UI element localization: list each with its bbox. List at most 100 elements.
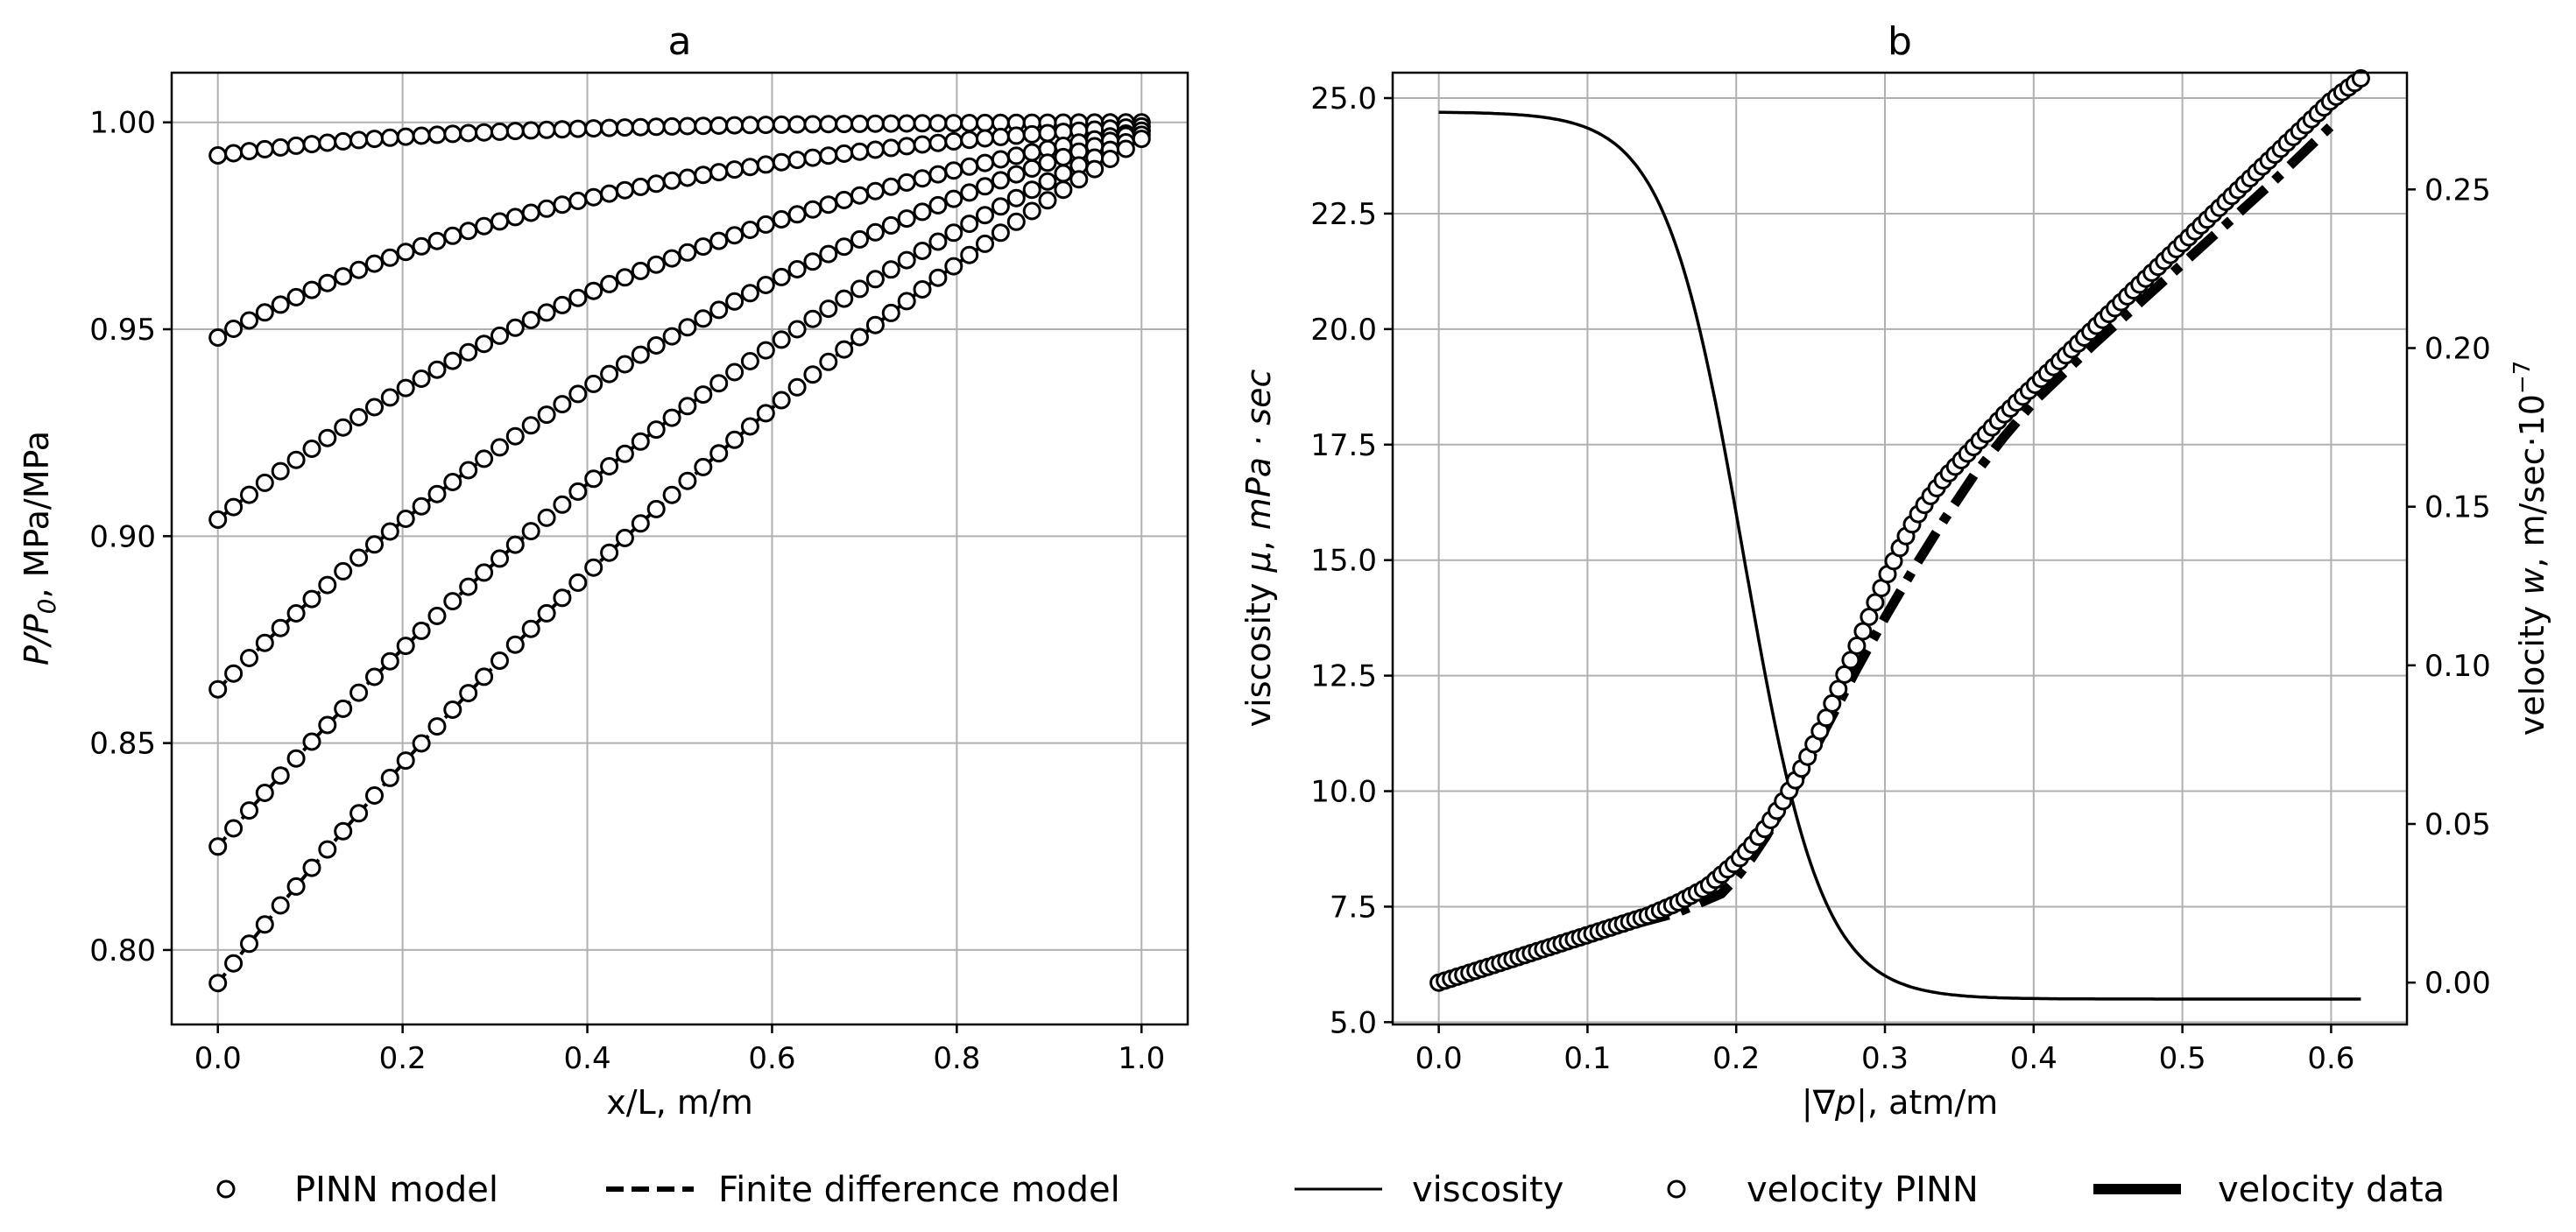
panel-a-pinn-point bbox=[631, 345, 650, 364]
panel-a-pinn-point bbox=[443, 226, 462, 245]
legend-a: PINN model Finite difference model bbox=[216, 1170, 1120, 1210]
panel-a-pinn-point bbox=[537, 508, 556, 527]
panel-a-pinn-point bbox=[553, 295, 572, 314]
panel-a-pinn-point bbox=[694, 237, 713, 257]
panel-a-pinn-point bbox=[584, 187, 603, 207]
panel-a-pinn-point bbox=[271, 766, 290, 785]
panel-a-pinn-point bbox=[881, 215, 900, 235]
panel-a-pinn-point bbox=[803, 365, 822, 384]
panel-a-pinn-point bbox=[521, 311, 540, 329]
panel-a-pinn-point bbox=[553, 395, 572, 414]
panel-a-pinn-point bbox=[412, 621, 431, 640]
panel-a-pinn-point bbox=[553, 120, 572, 139]
panel-a-pinn-point bbox=[709, 231, 729, 250]
panel-a-pinn-point bbox=[427, 125, 447, 144]
panel-a-pinn-point bbox=[568, 384, 588, 404]
panel-a-pinn-point bbox=[224, 954, 243, 973]
panel-a-pinn-point bbox=[662, 327, 681, 346]
panel-a-pinn-point bbox=[240, 801, 258, 820]
panel-a-y-ticks: 0.80 0.85 0.90 0.95 1.00 bbox=[89, 106, 172, 968]
panel-a-pinn-point bbox=[568, 119, 588, 138]
panel-a-pinn-point bbox=[224, 819, 243, 838]
panel-a-pinn-point bbox=[740, 158, 759, 177]
panel-b-left-y-tick-label: 25.0 bbox=[1310, 81, 1377, 116]
panel-a-pinn-point bbox=[960, 245, 979, 264]
panel-a-pinn-point bbox=[208, 837, 228, 856]
panel-a-title: a bbox=[668, 19, 692, 64]
panel-a-pinn-point bbox=[960, 130, 979, 150]
panel-a-pinn-point bbox=[881, 114, 900, 133]
panel-a-pinn-point bbox=[302, 732, 321, 751]
panel-a-pinn-point bbox=[725, 116, 745, 135]
panel-a-pinn-point bbox=[349, 130, 369, 150]
panel-a-pinn-point bbox=[286, 287, 306, 306]
panel-a-pinn-point bbox=[944, 223, 963, 243]
panel-a-y-tick-label: 0.80 bbox=[89, 933, 156, 968]
panel-a-pinn-point bbox=[365, 667, 384, 686]
panel-a-pinn-point bbox=[365, 398, 384, 417]
panel-b-left-y-tick-label: 7.5 bbox=[1330, 890, 1377, 925]
panel-a-pinn-point bbox=[443, 351, 462, 370]
panel-b-curves bbox=[1429, 69, 2370, 1001]
panel-a-pinn-point bbox=[662, 485, 681, 504]
panel-a-pinn-point bbox=[646, 420, 666, 440]
panel-a-pinn-point bbox=[1022, 143, 1041, 162]
panel-a-x-label: x/L, m/m bbox=[606, 1083, 752, 1122]
panel-a-pinn-point bbox=[349, 804, 369, 823]
panel-b-velocity-pinn-point bbox=[2351, 69, 2370, 88]
panel-a-pinn-point bbox=[600, 364, 619, 384]
panel-b-left-y-tick-label: 17.5 bbox=[1310, 428, 1377, 463]
panel-a-pinn-point bbox=[208, 328, 228, 347]
panel-a-pinn-point bbox=[881, 138, 900, 158]
panel-a-y-label-unit: , MPa/MPa bbox=[18, 431, 56, 599]
panel-a-pinn-point bbox=[537, 405, 556, 425]
panel-a: 0.0 0.2 0.4 0.6 0.8 1.0 0.800.850.900.951.00 … bbox=[18, 19, 1189, 1122]
panel-a-pinn-point bbox=[1006, 165, 1026, 184]
panel-a-pinn-point bbox=[615, 180, 634, 200]
legend-pinn-model-marker bbox=[216, 1179, 236, 1199]
panel-a-pinn-point bbox=[928, 232, 948, 251]
panel-a-pinn-point bbox=[521, 121, 540, 140]
panel-a-pinn-point bbox=[240, 142, 258, 161]
panel-a-pinn-point bbox=[819, 244, 838, 264]
panel-a-pinn-point bbox=[521, 203, 540, 222]
panel-b-right-y-tick-label: 0.05 bbox=[2424, 807, 2491, 842]
panel-a-pinn-point bbox=[600, 118, 619, 137]
panel-a-x-tick-label: 1.0 bbox=[1118, 1041, 1165, 1076]
panel-b-right-y-ticks: 0.00 0.05 0.10 0.15 0.20 0.25 bbox=[2407, 172, 2491, 1001]
panel-b-left-y-tick-label: 12.5 bbox=[1310, 659, 1377, 694]
panel-a-pinn-point bbox=[584, 281, 603, 300]
panel-a-pinn-point bbox=[521, 416, 540, 435]
panel-b-right-y-tick-label: 0.15 bbox=[2424, 490, 2491, 525]
panel-a-pinn-point bbox=[490, 212, 509, 231]
panel-a-pinn-point bbox=[694, 309, 713, 328]
panel-a-pinn-point bbox=[631, 117, 650, 137]
panel-a-pinn-point bbox=[928, 165, 948, 184]
panel-a-pinn-point bbox=[678, 471, 697, 490]
panel-a-pinn-point bbox=[412, 734, 431, 753]
panel-a-pinn-point bbox=[787, 205, 807, 224]
panel-a-pinn-point bbox=[913, 135, 932, 154]
panel-a-pinn-point bbox=[334, 418, 353, 437]
panel-a-pinn-point bbox=[865, 270, 885, 289]
panel-b-right-y-tick-label: 0.10 bbox=[2424, 649, 2491, 684]
panel-a-pinn-point bbox=[349, 260, 369, 279]
panel-a-pinn-point bbox=[835, 340, 854, 359]
panel-a-pinn-point bbox=[271, 618, 290, 637]
panel-a-pinn-point bbox=[756, 155, 775, 174]
panel-a-pinn-point bbox=[600, 274, 619, 293]
panel-a-pinn-point bbox=[240, 934, 258, 954]
panel-a-pinn-point bbox=[787, 377, 807, 397]
panel-a-pinn-point bbox=[928, 268, 948, 287]
panel-a-y-tick-label: 1.00 bbox=[89, 106, 156, 141]
legend-b: viscosity velocity PINN velocity data bbox=[1295, 1170, 2445, 1210]
panel-b-right-y-label: velocity w, m/sec·10−7 bbox=[2509, 361, 2551, 736]
panel-a-pinn-point bbox=[240, 649, 258, 667]
panel-a-pinn-point bbox=[850, 279, 869, 299]
panel-a-pinn-point bbox=[740, 284, 759, 303]
panel-a-pinn-point bbox=[255, 633, 274, 652]
panel-a-pinn-point bbox=[678, 168, 697, 187]
panel-a-pinn-point bbox=[1069, 170, 1089, 189]
panel-a-pinn-point bbox=[334, 699, 353, 718]
panel-a-pinn-point bbox=[365, 786, 384, 805]
